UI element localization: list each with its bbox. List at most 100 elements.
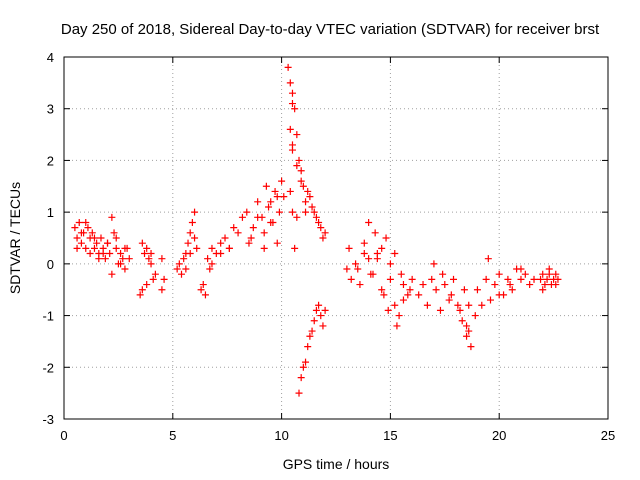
data-point: [397, 270, 405, 278]
data-point: [178, 270, 186, 278]
data-point: [95, 255, 103, 263]
x-tick-label: 25: [601, 428, 615, 443]
data-point: [463, 322, 471, 330]
data-point: [552, 270, 560, 278]
data-point: [441, 281, 449, 289]
data-point: [299, 363, 307, 371]
data-point: [267, 198, 275, 206]
data-point: [321, 229, 329, 237]
data-point: [112, 234, 120, 242]
data-point: [423, 301, 431, 309]
data-point: [343, 265, 351, 273]
data-point: [117, 260, 125, 268]
data-point: [191, 208, 199, 216]
data-point: [482, 275, 490, 283]
data-point: [143, 281, 151, 289]
x-tick-label: 5: [169, 428, 176, 443]
data-point: [315, 218, 323, 226]
data-point: [297, 374, 305, 382]
data-point: [491, 281, 499, 289]
data-point: [530, 275, 538, 283]
data-point: [360, 239, 368, 247]
data-point: [395, 312, 403, 320]
data-point: [288, 89, 296, 97]
data-point: [225, 244, 233, 252]
data-point: [315, 301, 323, 309]
data-point: [302, 358, 310, 366]
data-point: [284, 63, 292, 71]
data-point: [197, 286, 205, 294]
data-point: [173, 265, 181, 273]
x-tick-label: 10: [274, 428, 288, 443]
data-point: [110, 229, 118, 237]
data-point: [295, 156, 303, 164]
axis-ticks: 0 5 10 15 20 25 -3 -2 -1 0 1 2 3 4: [42, 50, 615, 443]
data-point: [478, 301, 486, 309]
data-point: [288, 141, 296, 149]
data-point: [382, 234, 390, 242]
data-point: [280, 193, 288, 201]
data-point: [373, 255, 381, 263]
y-tick-label: -3: [42, 412, 54, 427]
data-point: [467, 343, 475, 351]
data-point: [291, 244, 299, 252]
data-point: [291, 105, 299, 113]
data-point: [77, 239, 85, 247]
data-point: [138, 239, 146, 247]
data-point: [186, 229, 194, 237]
data-point: [77, 229, 85, 237]
data-point: [450, 275, 458, 283]
data-point: [143, 244, 151, 252]
data-point: [260, 244, 268, 252]
x-tick-label: 0: [60, 428, 67, 443]
data-point: [119, 255, 127, 263]
data-point: [75, 218, 83, 226]
data-point: [539, 270, 547, 278]
data-point: [204, 255, 212, 263]
data-point: [295, 389, 303, 397]
data-point: [321, 306, 329, 314]
data-point: [73, 244, 81, 252]
data-point: [399, 281, 407, 289]
data-point: [506, 281, 514, 289]
data-point: [378, 286, 386, 294]
data-point: [354, 265, 362, 273]
data-point: [208, 244, 216, 252]
data-point: [125, 255, 133, 263]
data-point: [297, 167, 305, 175]
data-point: [439, 270, 447, 278]
data-point: [147, 250, 155, 258]
data-point: [265, 203, 273, 211]
data-point: [90, 244, 98, 252]
data-point: [319, 234, 327, 242]
data-point: [234, 229, 242, 237]
data-point: [208, 260, 216, 268]
data-point: [260, 229, 268, 237]
data-point: [293, 131, 301, 139]
data-point: [406, 286, 414, 294]
data-point: [419, 281, 427, 289]
data-point: [404, 291, 412, 299]
data-point: [386, 260, 394, 268]
data-point: [206, 265, 214, 273]
y-tick-label: -1: [42, 309, 54, 324]
data-point: [447, 291, 455, 299]
data-point: [93, 239, 101, 247]
data-point: [108, 270, 116, 278]
data-point: [312, 306, 320, 314]
data-point: [543, 275, 551, 283]
data-point: [304, 187, 312, 195]
data-point: [297, 177, 305, 185]
data-point: [458, 317, 466, 325]
data-point: [184, 239, 192, 247]
data-point: [399, 296, 407, 304]
plot-frame: [63, 56, 609, 420]
data-point: [495, 291, 503, 299]
data-point: [541, 281, 549, 289]
data-point: [191, 234, 199, 242]
data-point: [473, 286, 481, 294]
data-point: [517, 265, 525, 273]
y-tick-label: -2: [42, 360, 54, 375]
data-point: [408, 275, 416, 283]
